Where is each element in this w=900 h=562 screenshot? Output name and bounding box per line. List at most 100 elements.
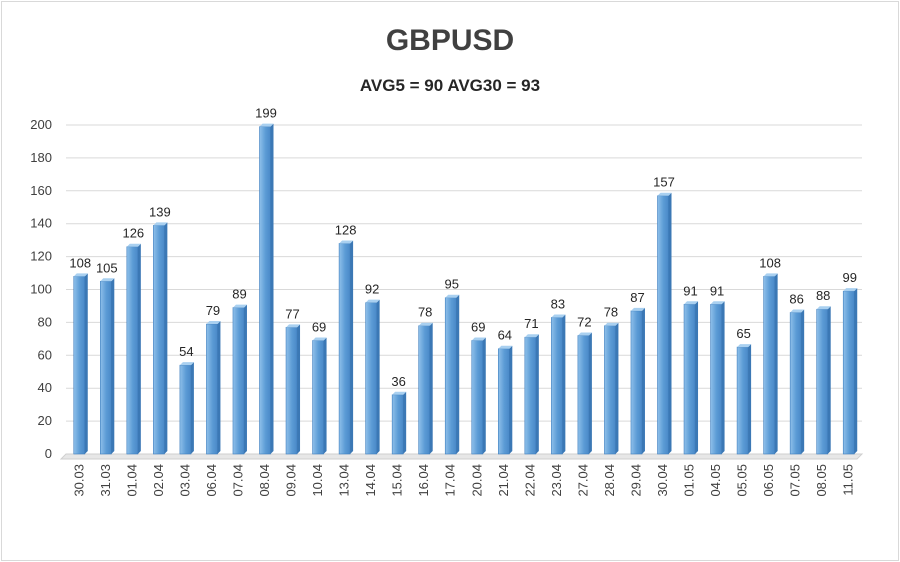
bar [126, 243, 141, 455]
y-tick-label: 0 [45, 446, 52, 461]
bar [577, 332, 592, 455]
data-label: 64 [498, 328, 512, 343]
x-tick-label: 27.04 [575, 464, 590, 497]
x-tick-label: 08.04 [257, 464, 272, 497]
x-tick-label: 04.05 [708, 464, 723, 497]
data-label: 54 [179, 344, 193, 359]
data-label: 95 [444, 277, 458, 292]
data-label: 79 [206, 303, 220, 318]
data-label: 77 [285, 306, 299, 321]
x-tick-label: 17.04 [443, 464, 458, 497]
bar [604, 322, 619, 455]
data-label: 108 [69, 255, 91, 270]
y-tick-label: 120 [30, 249, 52, 264]
bar [259, 123, 274, 455]
bar [789, 309, 805, 455]
bar [763, 273, 778, 455]
x-tick-label: 06.05 [761, 464, 776, 497]
data-label: 199 [255, 106, 277, 121]
x-tick-label: 06.04 [204, 464, 219, 497]
chart-title: GBPUSD [385, 24, 515, 57]
data-labels: 108 105 126 139 54 79 89 199 77 69 128 92 36 78 95 69 64… [69, 106, 857, 389]
bar [471, 337, 486, 455]
y-axis: 0 20 40 60 80 100 120 140 160 180 200 [30, 117, 52, 461]
data-label: 78 [604, 305, 618, 320]
y-tick-label: 160 [30, 183, 52, 198]
bar [179, 362, 194, 455]
x-tick-label: 20.04 [469, 464, 484, 497]
bar [630, 307, 645, 455]
data-label: 126 [122, 226, 144, 241]
data-label: 99 [842, 270, 856, 285]
data-label: 72 [577, 315, 591, 330]
x-tick-label: 23.04 [549, 464, 564, 497]
bar [153, 222, 168, 455]
data-label: 108 [759, 255, 781, 270]
bar [551, 314, 566, 455]
bar [391, 391, 407, 455]
data-label: 86 [789, 292, 803, 307]
x-tick-label: 16.04 [416, 464, 431, 497]
y-tick-label: 200 [30, 117, 52, 132]
x-tick-label: 02.04 [151, 464, 166, 497]
x-axis: 30.03 31.03 01.04 02.04 03.04 06.04 07.04 08.04… [71, 464, 855, 497]
x-tick-label: 01.05 [682, 464, 697, 497]
x-tick-label: 15.04 [390, 464, 405, 497]
data-label: 92 [365, 282, 379, 297]
y-tick-label: 20 [38, 413, 52, 428]
bar [710, 301, 725, 455]
x-tick-label: 31.03 [98, 464, 113, 497]
bar [736, 344, 752, 455]
data-label: 69 [471, 319, 485, 334]
x-tick-label: 11.05 [841, 464, 856, 496]
data-label: 88 [816, 288, 830, 303]
bar [365, 299, 380, 455]
x-tick-label: 21.04 [496, 464, 511, 497]
data-label: 78 [418, 305, 432, 320]
y-tick-label: 180 [30, 150, 52, 165]
bar [497, 345, 513, 455]
bar [418, 322, 433, 455]
bar [73, 273, 88, 455]
x-tick-label: 29.04 [628, 464, 643, 497]
x-tick-label: 01.04 [124, 464, 139, 497]
bar [816, 306, 831, 455]
x-tick-label: 22.04 [522, 464, 537, 497]
data-label: 87 [630, 290, 644, 305]
y-tick-label: 100 [30, 282, 52, 297]
bar [338, 240, 354, 455]
x-tick-label: 05.05 [735, 464, 750, 497]
bar [444, 294, 460, 455]
x-tick-label: 10.04 [310, 464, 325, 497]
x-tick-label: 09.04 [284, 464, 299, 497]
data-label: 83 [551, 296, 565, 311]
bar [232, 304, 247, 455]
data-label: 89 [232, 287, 246, 302]
chart-subtitle: AVG5 = 90 AVG30 = 93 [359, 76, 541, 95]
x-tick-label: 08.05 [814, 464, 829, 497]
x-tick-label: 07.05 [788, 464, 803, 497]
bar [524, 334, 539, 455]
x-tick-label: 30.03 [71, 464, 86, 497]
bar [100, 278, 115, 455]
data-label: 157 [653, 175, 675, 190]
data-label: 105 [96, 260, 118, 275]
bar [657, 192, 672, 455]
bar [312, 337, 327, 455]
bar [285, 324, 301, 455]
data-label: 91 [710, 283, 724, 298]
x-tick-label: 28.04 [602, 464, 617, 497]
bar [842, 288, 858, 455]
y-tick-label: 60 [38, 347, 52, 362]
data-label: 65 [736, 326, 750, 341]
x-tick-label: 03.04 [177, 464, 192, 497]
data-label: 71 [524, 316, 538, 331]
x-tick-label: 14.04 [363, 464, 378, 497]
chart-floor [59, 453, 864, 460]
data-label: 36 [391, 374, 405, 389]
bar [206, 321, 221, 455]
y-tick-label: 40 [38, 380, 52, 395]
data-label: 139 [149, 204, 171, 219]
